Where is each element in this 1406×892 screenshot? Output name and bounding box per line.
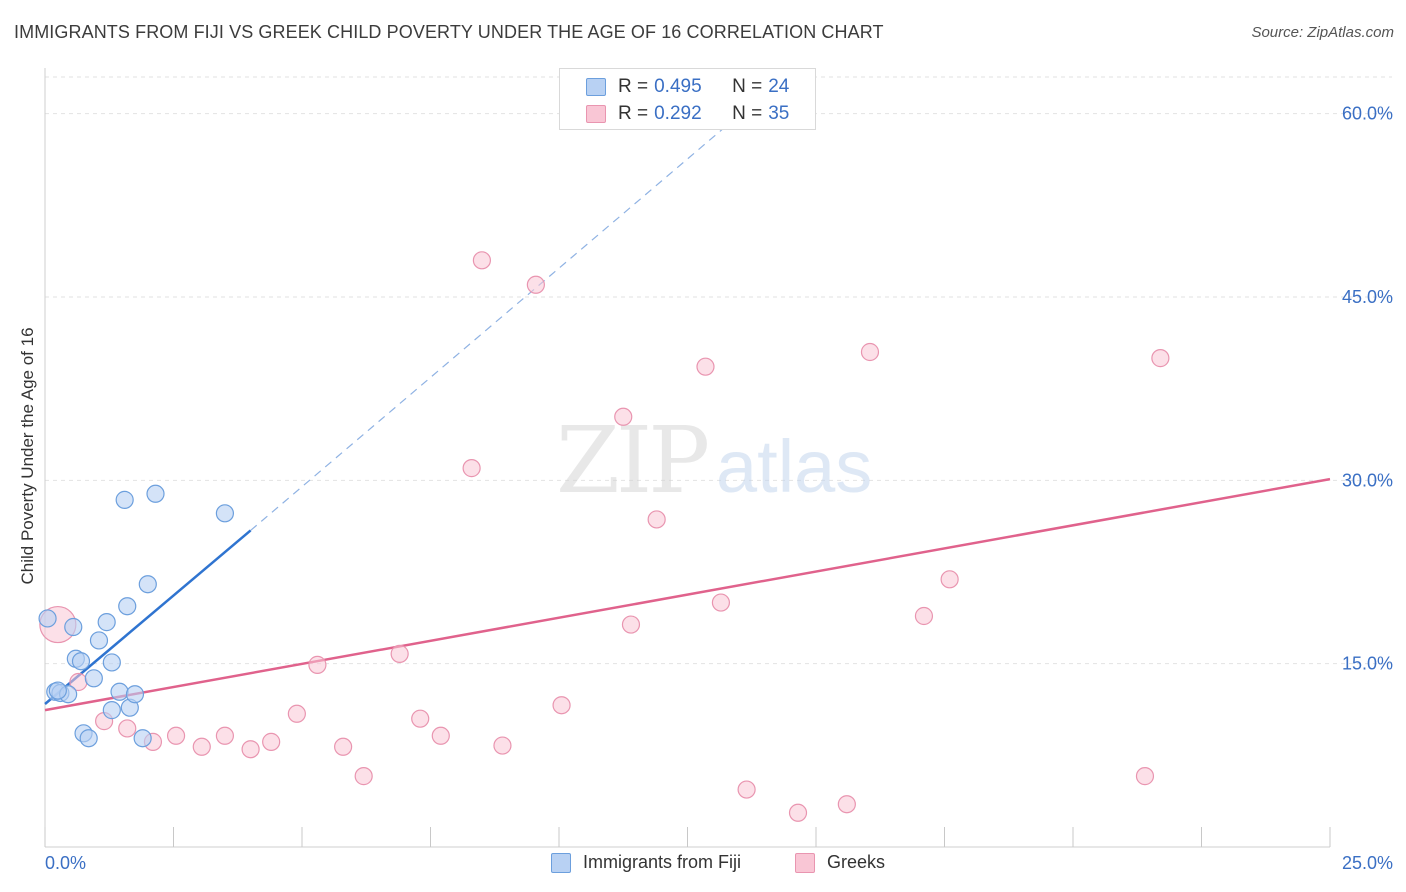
legend-swatch-fiji [551,852,571,873]
axes [44,68,1331,848]
point-greeks [552,696,571,715]
point-greeks [647,510,666,529]
legend-row-greeks: R = 0.292 N = 35 [586,102,789,126]
legend-n-value: 35 [768,103,790,124]
point-greeks [621,615,641,634]
x-tick-label: 0.0% [45,853,86,873]
point-greeks [493,736,512,755]
point-greeks [118,719,137,738]
data-points [38,251,1170,822]
point-greeks [166,726,186,745]
point-greeks [737,780,756,799]
point-greeks [241,740,260,759]
point-fiji [115,490,134,509]
legend-r-label: R = [618,76,649,97]
point-fiji [38,609,57,628]
watermark-zip: ZIP [556,407,707,514]
point-fiji [97,613,116,632]
source-label: Source: ZipAtlas.com [1251,24,1394,41]
y-tick-label: 15.0% [1342,654,1393,674]
point-fiji [215,504,234,523]
point-fiji [102,701,121,720]
point-fiji [138,575,157,594]
point-greeks [262,732,281,751]
point-greeks [390,644,409,663]
point-fiji [64,617,83,637]
legend-r-label: R = [618,103,649,124]
point-greeks [192,737,211,756]
legend-row-fiji: R = 0.495 N = 24 [586,75,789,99]
y-tick-label: 60.0% [1342,104,1393,124]
point-greeks [940,570,959,589]
point-greeks [860,342,880,362]
point-fiji [118,597,137,616]
y-axis-label: Child Poverty Under the Age of 16 [18,327,37,585]
point-greeks [1151,349,1170,368]
chart-title: IMMIGRANTS FROM FIJI VS GREEK CHILD POVE… [14,22,884,42]
legend-item-greeks: Greeks [795,852,885,873]
point-greeks [354,767,373,786]
trendline-fiji-extension [250,127,724,531]
watermark: ZIP atlas [556,407,872,514]
point-greeks [837,795,856,814]
point-greeks [308,655,327,674]
legend-label-fiji: Immigrants from Fiji [583,852,742,872]
gridlines [45,76,1392,665]
y-tick-label: 30.0% [1342,470,1393,490]
watermark-atlas: atlas [716,425,872,508]
point-greeks [334,737,353,756]
legend-item-fiji: Immigrants from Fiji [551,852,741,873]
point-fiji [146,484,165,503]
point-greeks [431,726,450,745]
legend-label-greeks: Greeks [827,852,886,872]
point-greeks [696,357,715,376]
point-fiji [71,652,91,671]
legend-swatch-fiji [586,78,606,96]
point-fiji [110,682,129,701]
point-greeks [1135,767,1155,786]
point-greeks [614,407,633,426]
legend-n-label: N = [732,76,763,97]
point-greeks [287,704,306,723]
legend-r-value: 0.292 [654,103,702,124]
point-fiji [89,631,109,650]
y-tick-label: 45.0% [1342,287,1393,307]
point-fiji [84,669,103,688]
legend-r-value: 0.495 [654,76,702,97]
point-fiji [48,681,67,700]
point-greeks [914,606,934,626]
correlation-legend: R = 0.495 N = 24 R = 0.292 N = 35 [559,68,816,130]
point-greeks [411,709,430,728]
x-tick-label: 25.0% [1342,853,1393,873]
legend-swatch-greeks [795,852,815,873]
point-greeks [711,593,731,612]
tick-labels: 15.0% 30.0% 45.0% 60.0% 0.0% 25.0% [45,104,1393,873]
legend-n-label: N = [732,103,763,124]
series-legend: Immigrants from Fiji Greeks [0,852,1406,876]
legend-swatch-greeks [586,105,606,123]
point-greeks [215,726,234,745]
point-greeks [472,251,491,270]
point-fiji [125,685,145,704]
legend-n-value: 24 [768,76,790,97]
point-greeks [526,275,545,294]
point-greeks [788,803,808,822]
trendline-greeks [44,477,1331,712]
point-greeks [462,459,481,478]
point-fiji [102,653,121,672]
point-fiji [79,729,98,748]
point-fiji [133,729,152,748]
